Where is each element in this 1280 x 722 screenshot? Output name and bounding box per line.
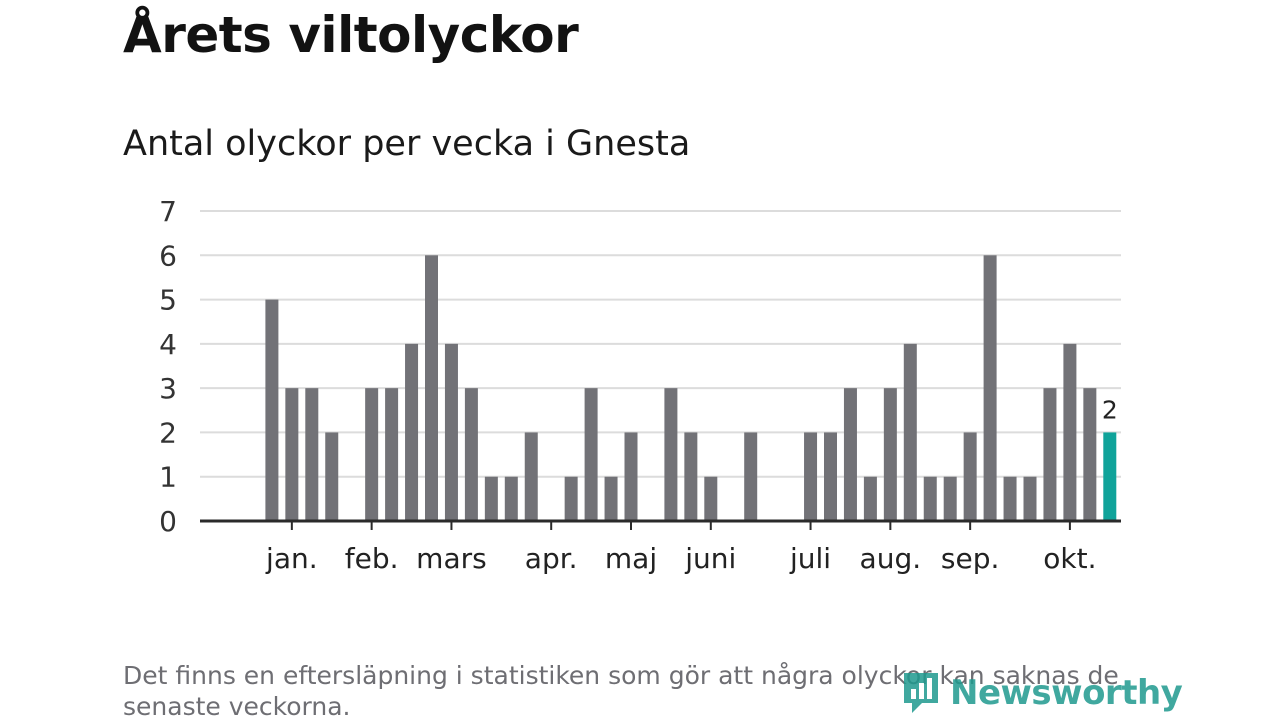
highlight-data-label: 2 (1102, 395, 1118, 424)
bar (564, 476, 578, 521)
bar (1043, 388, 1057, 521)
bar (744, 432, 758, 521)
x-tick-label: jan. (265, 542, 318, 575)
bar (285, 388, 299, 521)
bar (425, 255, 438, 522)
bar (684, 432, 698, 521)
bar (1023, 476, 1037, 521)
bar (385, 388, 399, 521)
bar (584, 388, 598, 521)
x-tick-label: mars (416, 542, 487, 575)
grid-lines (200, 210, 1121, 478)
y-tick-label: 4 (159, 328, 177, 361)
x-axis-ticks: jan. feb. mars apr. maj juni juli aug. sep. okt. (265, 521, 1097, 575)
bar (464, 388, 478, 521)
y-tick-label: 1 (159, 461, 177, 494)
bar (983, 255, 997, 522)
bar (405, 343, 419, 521)
bar (863, 476, 877, 521)
x-tick-label: sep. (941, 542, 1000, 575)
y-tick-label: 0 (159, 505, 177, 538)
x-tick-label: juni (684, 542, 736, 575)
chart-subtitle: Antal olyckor per vecka i Gnesta (123, 124, 691, 164)
newsworthy-logo-icon (904, 673, 938, 713)
bar (883, 388, 897, 521)
bar (484, 476, 498, 521)
bar (923, 476, 937, 521)
bars (265, 255, 1117, 522)
y-tick-label: 2 (159, 416, 177, 449)
x-tick-label: juli (789, 542, 831, 575)
x-tick-label: apr. (525, 542, 578, 575)
bar (1003, 476, 1017, 521)
bar (704, 476, 718, 521)
y-tick-label: 5 (159, 284, 177, 317)
bar (824, 432, 837, 521)
footnote: Det finns en eftersläpning i statistiken… (123, 661, 1119, 721)
bar (1083, 388, 1097, 521)
bar (504, 476, 518, 521)
bar (325, 432, 339, 521)
bar (664, 388, 678, 521)
y-tick-label: 7 (159, 195, 177, 228)
y-tick-label: 6 (159, 239, 177, 272)
x-tick-label: maj (605, 542, 657, 575)
newsworthy-logo[interactable]: Newsworthy (900, 668, 1183, 718)
bar (963, 432, 977, 521)
bar (843, 388, 857, 521)
y-tick-label: 3 (159, 372, 177, 405)
bar (444, 343, 458, 521)
x-tick-label: aug. (860, 542, 922, 575)
x-tick-label: okt. (1043, 542, 1096, 575)
bar (365, 388, 379, 521)
bar (524, 432, 538, 521)
bar (903, 343, 917, 521)
bar (305, 388, 319, 521)
bar (943, 476, 957, 521)
bar (265, 299, 279, 521)
bar-chart: 0 1 2 3 4 5 6 7 jan. feb. mars apr. maj juni juli aug.… (159, 195, 1121, 575)
bar (1103, 432, 1117, 521)
chart-title: Årets viltolyckor (123, 6, 579, 64)
bar (604, 476, 618, 521)
bar (804, 432, 818, 521)
y-axis-ticks: 0 1 2 3 4 5 6 7 (159, 195, 177, 538)
data-labels: 2 (1102, 395, 1118, 424)
newsworthy-logo-text: Newsworthy (950, 673, 1183, 713)
x-tick-label: feb. (345, 542, 399, 575)
bar (624, 432, 638, 521)
bar (1063, 343, 1077, 521)
